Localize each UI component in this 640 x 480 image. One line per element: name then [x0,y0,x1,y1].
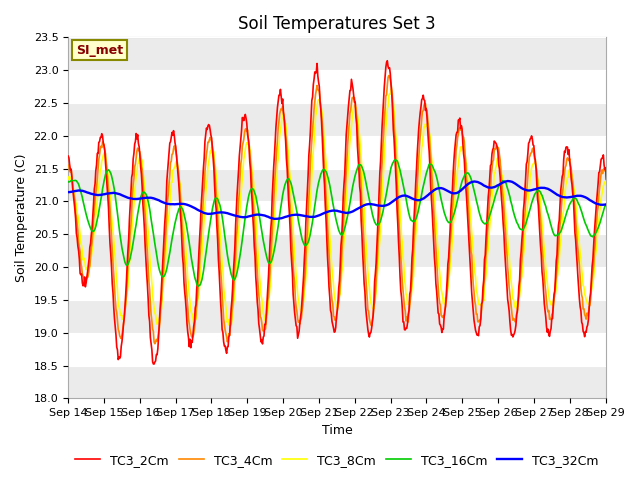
TC3_16Cm [64,179,72,185]
Bar [68,366,605,398]
TC3_16Cm [391,157,399,163]
Bar [68,37,605,70]
TC3_16Cm [195,284,202,289]
TC3_8Cm [132,180,140,186]
TC3_32Cm [272,216,280,222]
Line: TC3_16Cm: TC3_16Cm [68,160,640,287]
TC3_2Cm [64,153,72,159]
X-axis label: Time: Time [321,424,352,437]
TC3_4Cm [385,72,393,78]
Bar [68,300,605,333]
TC3_16Cm [637,211,640,217]
Line: TC3_8Cm: TC3_8Cm [68,89,640,326]
TC3_32Cm [504,178,511,184]
TC3_32Cm [64,189,72,195]
TC3_2Cm [288,259,296,264]
TC3_4Cm [151,341,159,347]
TC3_32Cm [637,207,640,213]
TC3_16Cm [132,226,140,231]
TC3_32Cm [447,190,454,195]
TC3_2Cm [415,117,423,123]
TC3_8Cm [448,249,456,254]
TC3_16Cm [237,242,245,248]
TC3_8Cm [637,223,640,229]
TC3_8Cm [266,285,274,291]
TC3_16Cm [448,217,456,223]
TC3_16Cm [266,260,274,266]
TC3_2Cm [150,361,158,367]
TC3_8Cm [64,174,72,180]
TC3_8Cm [415,180,423,186]
Title: Soil Temperatures Set 3: Soil Temperatures Set 3 [238,15,436,33]
TC3_32Cm [288,212,296,218]
TC3_8Cm [237,184,245,190]
TC3_2Cm [637,212,640,217]
Bar [68,103,605,136]
TC3_2Cm [448,196,456,202]
TC3_8Cm [227,324,235,329]
TC3_2Cm [237,128,245,133]
Line: TC3_2Cm: TC3_2Cm [68,61,640,364]
TC3_16Cm [415,203,423,208]
TC3_32Cm [266,215,273,220]
TC3_16Cm [288,183,296,189]
Bar [68,234,605,267]
TC3_8Cm [387,86,395,92]
Line: TC3_4Cm: TC3_4Cm [68,75,640,344]
TC3_4Cm [266,270,274,276]
TC3_4Cm [637,216,640,222]
TC3_2Cm [266,241,274,247]
Bar [68,168,605,202]
TC3_32Cm [415,197,422,203]
Y-axis label: Soil Temperature (C): Soil Temperature (C) [15,154,28,282]
TC3_4Cm [237,156,245,161]
TC3_32Cm [132,196,140,202]
Text: SI_met: SI_met [76,44,124,57]
TC3_4Cm [288,232,296,238]
TC3_4Cm [64,162,72,168]
TC3_2Cm [132,139,140,144]
TC3_32Cm [237,214,244,220]
Legend: TC3_2Cm, TC3_4Cm, TC3_8Cm, TC3_16Cm, TC3_32Cm: TC3_2Cm, TC3_4Cm, TC3_8Cm, TC3_16Cm, TC3… [70,449,604,471]
TC3_4Cm [132,161,140,167]
Line: TC3_32Cm: TC3_32Cm [68,181,640,219]
TC3_8Cm [288,199,296,204]
TC3_4Cm [448,221,456,227]
TC3_4Cm [415,144,423,150]
TC3_2Cm [383,58,391,64]
